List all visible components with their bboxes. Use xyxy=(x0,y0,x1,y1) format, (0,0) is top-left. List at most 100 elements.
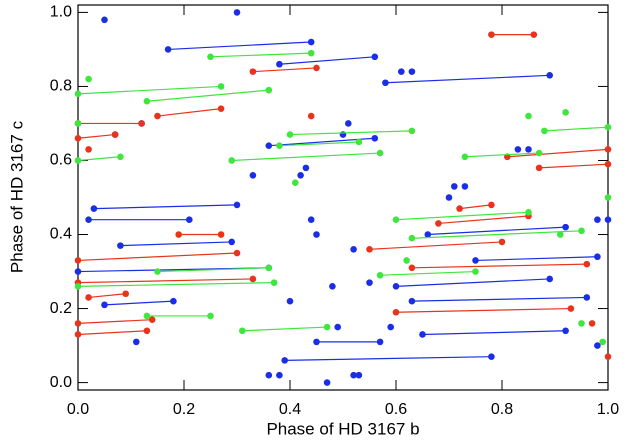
segment xyxy=(395,211,529,221)
point xyxy=(249,275,257,283)
point xyxy=(604,353,612,360)
point xyxy=(85,216,92,224)
point xyxy=(604,123,612,131)
x-tick-label: 1.0 xyxy=(597,401,619,418)
point xyxy=(154,268,161,275)
point xyxy=(557,231,564,238)
point xyxy=(472,268,479,275)
point xyxy=(286,131,294,138)
point xyxy=(329,283,336,290)
point xyxy=(498,238,506,246)
point xyxy=(408,264,416,272)
point xyxy=(541,127,548,135)
segment xyxy=(157,108,222,117)
segment xyxy=(93,204,238,210)
segment xyxy=(252,67,317,73)
point xyxy=(376,149,384,157)
point xyxy=(588,320,596,327)
point xyxy=(408,68,416,75)
segment xyxy=(231,152,381,162)
point xyxy=(154,112,161,120)
segment xyxy=(77,278,253,284)
x-axis-title: Phase of HD 3167 b xyxy=(266,419,419,438)
point xyxy=(530,31,538,38)
segment xyxy=(411,263,587,269)
point xyxy=(117,242,124,249)
point xyxy=(345,120,352,127)
segment xyxy=(422,330,566,336)
segment xyxy=(77,156,121,162)
point xyxy=(249,68,257,75)
point xyxy=(371,134,379,142)
point xyxy=(594,216,601,224)
point xyxy=(376,338,384,346)
point xyxy=(366,246,373,253)
point xyxy=(387,323,395,331)
point xyxy=(339,131,347,138)
point xyxy=(583,260,591,268)
x-tick-label: 0.2 xyxy=(173,401,195,418)
point xyxy=(217,83,225,90)
segment xyxy=(464,152,540,158)
point xyxy=(74,283,82,290)
segment xyxy=(146,89,269,102)
point xyxy=(525,112,532,120)
y-axis-title: Phase of HD 3167 c xyxy=(7,120,26,273)
point xyxy=(594,253,601,261)
point xyxy=(307,38,315,46)
point xyxy=(488,353,495,360)
point xyxy=(276,60,283,68)
point xyxy=(382,79,389,87)
point xyxy=(403,257,410,264)
x-tick-label: 0.4 xyxy=(279,401,301,418)
point xyxy=(281,357,289,364)
point xyxy=(297,171,304,179)
point xyxy=(424,231,432,238)
point xyxy=(101,301,108,309)
y-tick-label: 0.2 xyxy=(50,300,72,317)
point xyxy=(148,316,156,323)
point xyxy=(74,134,82,142)
point xyxy=(74,120,82,127)
point xyxy=(265,371,273,379)
point xyxy=(599,338,606,346)
segment xyxy=(411,230,582,239)
segment xyxy=(395,307,571,313)
segment xyxy=(168,41,312,51)
point xyxy=(419,331,426,338)
segment xyxy=(77,282,275,287)
segment xyxy=(385,74,550,84)
point xyxy=(74,257,82,264)
point xyxy=(488,201,495,209)
point xyxy=(567,305,575,312)
x-tick-label: 0.8 xyxy=(491,401,513,418)
segment xyxy=(279,141,359,147)
y-tick-label: 0.0 xyxy=(50,374,72,391)
point xyxy=(535,149,543,157)
segment xyxy=(284,356,492,361)
segment xyxy=(157,267,269,273)
segment xyxy=(104,300,174,306)
point xyxy=(604,160,612,168)
point xyxy=(228,238,235,246)
point xyxy=(265,86,273,94)
point xyxy=(90,205,98,212)
point xyxy=(265,142,273,149)
point xyxy=(228,157,235,164)
segment xyxy=(475,256,598,262)
point xyxy=(445,194,453,201)
point xyxy=(239,327,246,335)
point xyxy=(461,183,469,190)
point xyxy=(207,312,214,320)
point xyxy=(350,246,357,253)
point xyxy=(307,112,315,120)
point xyxy=(562,223,569,231)
point xyxy=(578,227,585,235)
point xyxy=(350,371,357,379)
point xyxy=(302,164,310,172)
point xyxy=(535,164,543,172)
point xyxy=(451,183,458,190)
point xyxy=(461,153,469,161)
point xyxy=(207,53,214,61)
y-tick-label: 0.8 xyxy=(50,78,72,95)
